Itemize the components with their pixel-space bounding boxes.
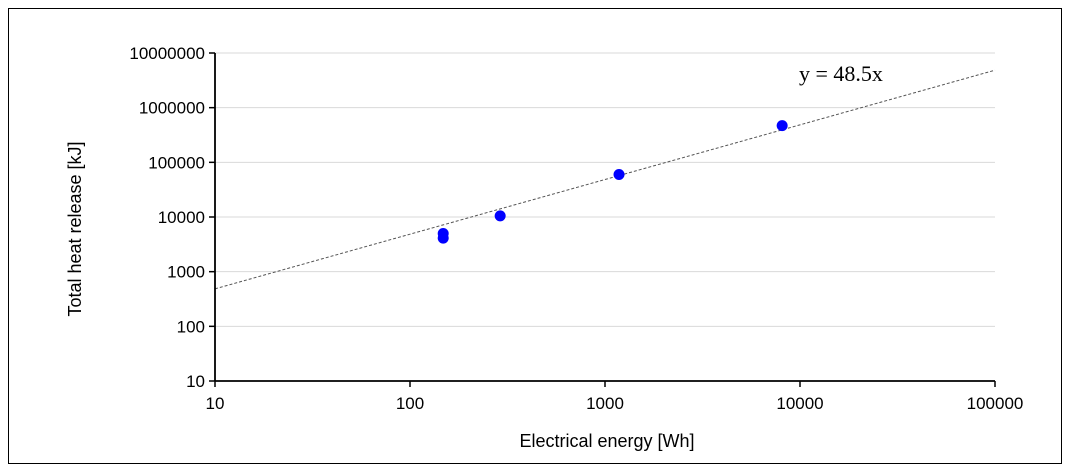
x-tick-label: 10000	[776, 394, 823, 413]
x-tick-label: 100	[396, 394, 424, 413]
x-tick-label: 1000	[586, 394, 624, 413]
chart-frame: 10 100 1000 10000 100000 10 100 1000 10000 10000…	[8, 8, 1062, 464]
y-tick-label: 1000	[167, 263, 205, 282]
data-points	[437, 120, 788, 244]
y-tick-label: 10	[186, 372, 205, 391]
x-axis-title: Electrical energy [Wh]	[519, 431, 694, 451]
y-tick-label: 1000000	[139, 99, 205, 118]
y-tick-label: 100000	[148, 153, 205, 172]
data-point	[776, 120, 788, 132]
y-tick-label: 10000	[158, 208, 205, 227]
data-point	[613, 168, 625, 180]
y-tick-label: 100	[177, 317, 205, 336]
y-tick-label: 10000000	[129, 44, 205, 63]
y-axis-title: Total heat release [kJ]	[65, 141, 85, 316]
x-tick-labels: 10 100 1000 10000 100000	[206, 394, 1024, 413]
trendline-group	[214, 69, 996, 290]
data-point	[437, 232, 449, 244]
trendline	[214, 69, 996, 290]
data-point	[494, 210, 506, 222]
axes	[214, 53, 995, 382]
x-tick-label: 100000	[967, 394, 1024, 413]
scatter-chart: 10 100 1000 10000 100000 10 100 1000 10000 10000…	[65, 44, 1024, 451]
x-tick-label: 10	[206, 394, 225, 413]
y-tick-labels: 10 100 1000 10000 100000 1000000 10000000	[129, 44, 205, 391]
trendline-equation: y = 48.5x	[799, 61, 883, 86]
gridlines	[209, 52, 996, 387]
